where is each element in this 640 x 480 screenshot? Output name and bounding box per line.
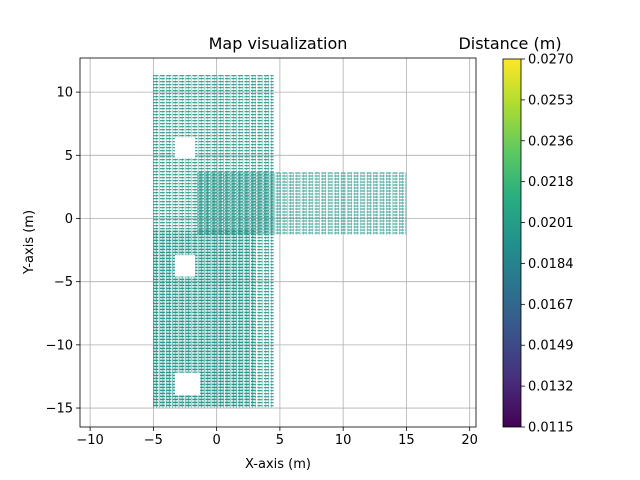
colorbar-ticks: 0.0270 0.0253 0.0236 0.0218 0.0201 0.0184 0.01…: [521, 53, 574, 436]
colorbar-tick-label: 0.0115: [528, 421, 574, 436]
x-tick-label: 10: [335, 433, 352, 448]
colorbar-tick-label: 0.0167: [528, 298, 574, 313]
colorbar-tick-label: 0.0201: [528, 216, 574, 231]
data-region: [153, 75, 274, 409]
colorbar-tick-label: 0.0149: [528, 339, 574, 354]
x-tick-label: −10: [76, 433, 103, 448]
x-tick-label: −5: [144, 433, 163, 448]
data-region: [197, 172, 407, 235]
y-tick-label: −15: [46, 402, 73, 417]
colorbar-tick-label: 0.0132: [528, 380, 574, 395]
y-tick-label: −10: [46, 338, 73, 353]
colorbar-tick-label: 0.0236: [528, 134, 574, 149]
chart-title: Map visualization: [209, 34, 348, 53]
colorbar-tick-label: 0.0253: [528, 93, 574, 108]
colorbar-tick-label: 0.0270: [528, 53, 574, 68]
data-hole: [174, 255, 196, 277]
colorbar-tick-label: 0.0218: [528, 175, 574, 190]
x-tick-label: 5: [276, 433, 284, 448]
grid-lines: [80, 58, 476, 427]
y-axis-label: Y-axis (m): [22, 210, 37, 275]
x-axis-label: X-axis (m): [245, 457, 311, 472]
colorbar-title: Distance (m): [458, 34, 561, 53]
y-tick-label: 0: [65, 212, 73, 227]
data-holes: [174, 137, 201, 396]
x-tick-label: 20: [461, 433, 478, 448]
data-region: [153, 230, 255, 409]
data-hole: [174, 372, 201, 396]
x-tick-label: 0: [212, 433, 220, 448]
x-axis-ticks: −10 −5 0 5 10 15 20: [76, 427, 478, 448]
plot-frame: [79, 57, 477, 428]
colorbar: [502, 58, 522, 428]
data-hole: [174, 137, 196, 158]
y-axis-ticks: −15 −10 −5 0 5 10: [46, 86, 80, 417]
colorbar-tick-label: 0.0184: [528, 257, 574, 272]
y-tick-label: −5: [54, 275, 73, 290]
data-marks: [153, 75, 407, 409]
y-tick-label: 10: [56, 86, 73, 101]
x-tick-label: 15: [398, 433, 415, 448]
y-tick-label: 5: [65, 149, 73, 164]
